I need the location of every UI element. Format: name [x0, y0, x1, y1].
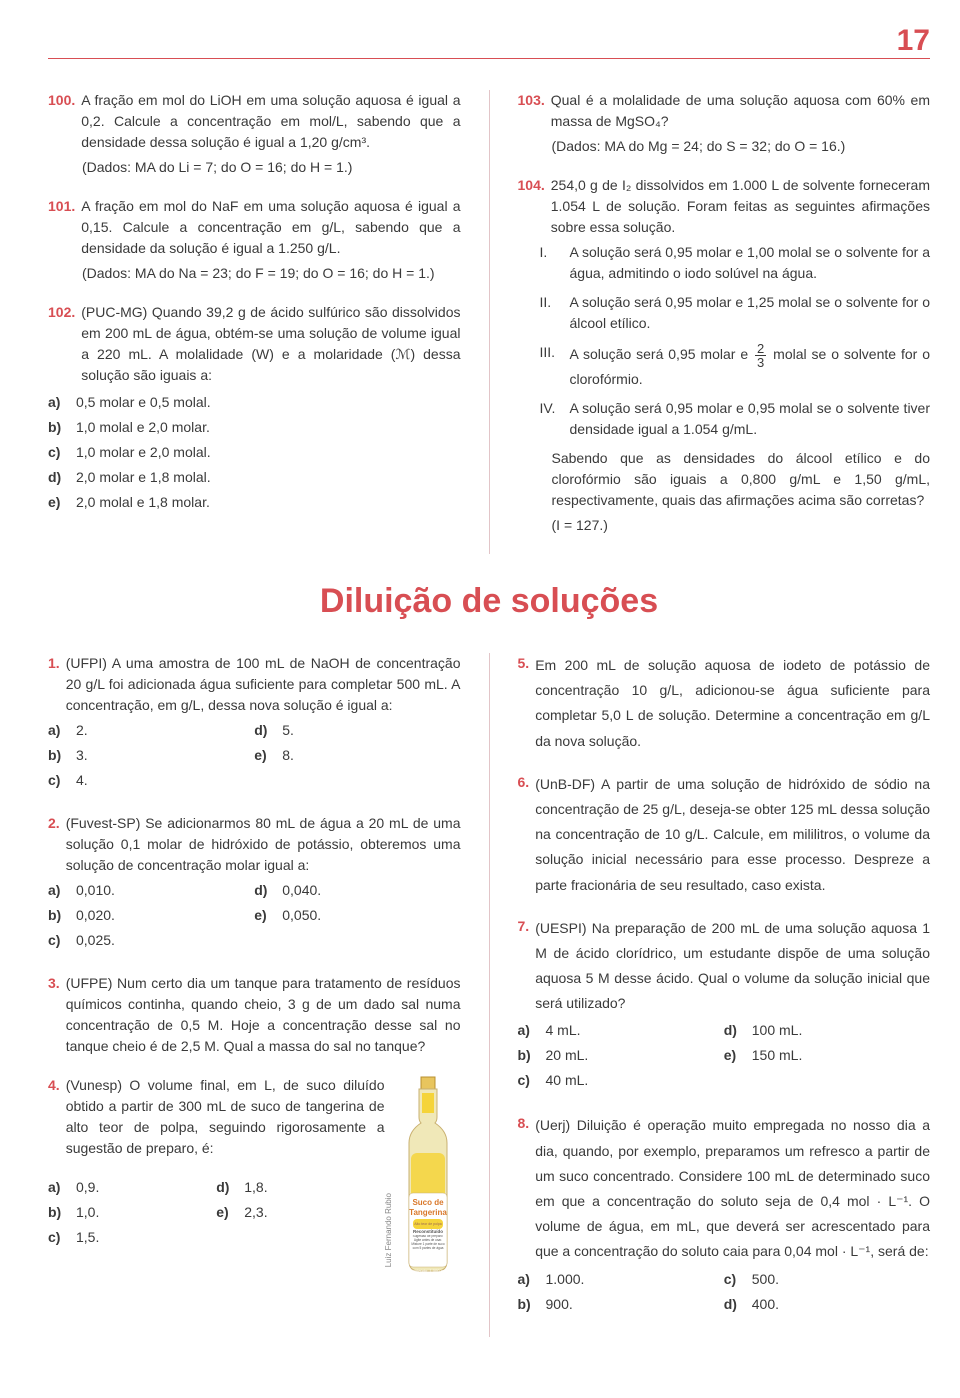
question-text: (Vunesp) O volume final, em L, de suco d…	[66, 1075, 385, 1159]
page-number: 17	[897, 18, 930, 63]
question-number: 101.	[48, 196, 75, 259]
bottom-columns: 1. (UFPI) A uma amostra de 100 mL de NaO…	[48, 653, 930, 1337]
option: d)400.	[724, 1294, 930, 1315]
bottle-icon: Suco de Tangerina Alto teor de polpa Rec…	[395, 1075, 461, 1275]
option: c)4.	[48, 770, 254, 791]
question-number: 100.	[48, 90, 75, 153]
question-text: (UFPE) Num certo dia um tanque para trat…	[66, 973, 461, 1057]
page-content: 100. A fração em mol do LiOH em uma solu…	[0, 0, 960, 1367]
option: a)0,9.	[48, 1177, 216, 1198]
question-5: 5. Em 200 mL de solução aquosa de iodeto…	[518, 653, 931, 754]
column-divider	[489, 653, 490, 1337]
column-divider	[489, 90, 490, 554]
question-text: (UnB-DF) A partir de uma solução de hidr…	[535, 772, 930, 898]
question-103: 103. Qual é a molalidade de uma solução …	[518, 90, 931, 157]
roman-item: IV.A solução será 0,95 molar e 0,95 mola…	[540, 398, 931, 440]
question-101: 101. A fração em mol do NaF em uma soluç…	[48, 196, 461, 284]
question-text: Qual é a molalidade de uma solução aquos…	[551, 90, 930, 132]
question-8: 8. (Uerj) Diluição é operação muito empr…	[518, 1113, 931, 1318]
option: b)1,0 molal e 2,0 molar.	[48, 417, 461, 438]
svg-text:Suco de: Suco de	[412, 1198, 444, 1207]
option: c)500.	[724, 1269, 930, 1290]
question-text: (Fuvest-SP) Se adicionarmos 80 mL de águ…	[66, 813, 461, 876]
option: b)3.	[48, 745, 254, 766]
option: d)5.	[254, 720, 460, 741]
option: e)2,3.	[216, 1202, 384, 1223]
question-2: 2. (Fuvest-SP) Se adicionarmos 80 mL de …	[48, 813, 461, 955]
option: a)1.000.	[518, 1269, 724, 1290]
top-right-column: 103. Qual é a molalidade de uma solução …	[518, 90, 931, 554]
question-number: 1.	[48, 653, 60, 716]
option: c)40 mL.	[518, 1070, 724, 1091]
roman-item: III.A solução será 0,95 molar e 23 molal…	[540, 342, 931, 390]
question-text: (UESPI) Na preparação de 200 mL de uma s…	[535, 916, 930, 1017]
question-data: (Dados: MA do Mg = 24; do S = 32; do O =…	[552, 136, 931, 157]
option: b)1,0.	[48, 1202, 216, 1223]
svg-text:Reconstituído: Reconstituído	[413, 1229, 443, 1234]
option: e)0,050.	[254, 905, 460, 926]
question-number: 102.	[48, 302, 75, 386]
question-data: (Dados: MA do Na = 23; do F = 19; do O =…	[82, 263, 461, 284]
question-number: 2.	[48, 813, 60, 876]
question-3: 3. (UFPE) Num certo dia um tanque para t…	[48, 973, 461, 1057]
question-text: A fração em mol do LiOH em uma solução a…	[81, 90, 460, 153]
option: d)2,0 molar e 1,8 molal.	[48, 467, 461, 488]
roman-item: I.A solução será 0,95 molar e 1,00 molal…	[540, 242, 931, 284]
question-number: 6.	[518, 772, 530, 898]
question-number: 4.	[48, 1075, 60, 1159]
option: a)0,5 molar e 0,5 molal.	[48, 392, 461, 413]
question-data: (I = 127.)	[552, 515, 931, 536]
question-number: 5.	[518, 653, 530, 754]
question-4: 4. (Vunesp) O volume final, em L, de suc…	[48, 1075, 461, 1275]
section-title: Diluição de soluções	[48, 576, 930, 627]
question-number: 104.	[518, 175, 545, 238]
question-text: (Uerj) Diluição é operação muito emprega…	[535, 1113, 930, 1264]
question-100: 100. A fração em mol do LiOH em uma solu…	[48, 90, 461, 178]
question-number: 7.	[518, 916, 530, 1017]
question-number: 103.	[518, 90, 545, 132]
option: a)2.	[48, 720, 254, 741]
question-102: 102. (PUC-MG) Quando 39,2 g de ácido sul…	[48, 302, 461, 513]
bottom-right-column: 5. Em 200 mL de solução aquosa de iodeto…	[518, 653, 931, 1337]
option: c)1,0 molar e 2,0 molal.	[48, 442, 461, 463]
svg-text:Tangerina: Tangerina	[409, 1208, 447, 1217]
roman-item: II.A solução será 0,95 molar e 1,25 mola…	[540, 292, 931, 334]
question-1: 1. (UFPI) A uma amostra de 100 mL de NaO…	[48, 653, 461, 795]
svg-text:Alto teor de polpa: Alto teor de polpa	[414, 1222, 441, 1226]
option: c)0,025.	[48, 930, 254, 951]
top-columns: 100. A fração em mol do LiOH em uma solu…	[48, 90, 930, 554]
option: e)150 mL.	[724, 1045, 930, 1066]
option: c)1,5.	[48, 1227, 216, 1248]
option: d)1,8.	[216, 1177, 384, 1198]
question-text: (PUC-MG) Quando 39,2 g de ácido sulfúric…	[81, 302, 460, 386]
question-text: Em 200 mL de solução aquosa de iodeto de…	[535, 653, 930, 754]
bottom-left-column: 1. (UFPI) A uma amostra de 100 mL de NaO…	[48, 653, 461, 1337]
question-6: 6. (UnB-DF) A partir de uma solução de h…	[518, 772, 931, 898]
question-104: 104. 254,0 g de I₂ dissolvidos em 1.000 …	[518, 175, 931, 536]
question-text: 254,0 g de I₂ dissolvidos em 1.000 L de …	[551, 175, 930, 238]
question-data: (Dados: MA do Li = 7; do O = 16; do H = …	[82, 157, 461, 178]
question-followup: Sabendo que as densidades do álcool etíl…	[552, 448, 931, 511]
option: e)8.	[254, 745, 460, 766]
option: b)20 mL.	[518, 1045, 724, 1066]
image-credit: Luiz Fernando Rubio	[383, 1193, 395, 1267]
question-text: (UFPI) A uma amostra de 100 mL de NaOH d…	[66, 653, 461, 716]
question-text: A fração em mol do NaF em uma solução aq…	[81, 196, 460, 259]
question-7: 7. (UESPI) Na preparação de 200 mL de um…	[518, 916, 931, 1096]
svg-text:Conteúdo: 1.000 mL: Conteúdo: 1.000 mL	[409, 1268, 446, 1273]
option: b)900.	[518, 1294, 724, 1315]
question-number: 8.	[518, 1113, 530, 1264]
option: a)4 mL.	[518, 1020, 724, 1041]
question-number: 3.	[48, 973, 60, 1057]
top-left-column: 100. A fração em mol do LiOH em uma solu…	[48, 90, 461, 554]
option: b)0,020.	[48, 905, 254, 926]
horizontal-rule	[48, 58, 930, 59]
option: e)2,0 molal e 1,8 molar.	[48, 492, 461, 513]
option: d)100 mL.	[724, 1020, 930, 1041]
option: a)0,010.	[48, 880, 254, 901]
bottle-illustration: Luiz Fernando Rubio Suco de Tangerina Al…	[395, 1075, 461, 1275]
option: d)0,040.	[254, 880, 460, 901]
